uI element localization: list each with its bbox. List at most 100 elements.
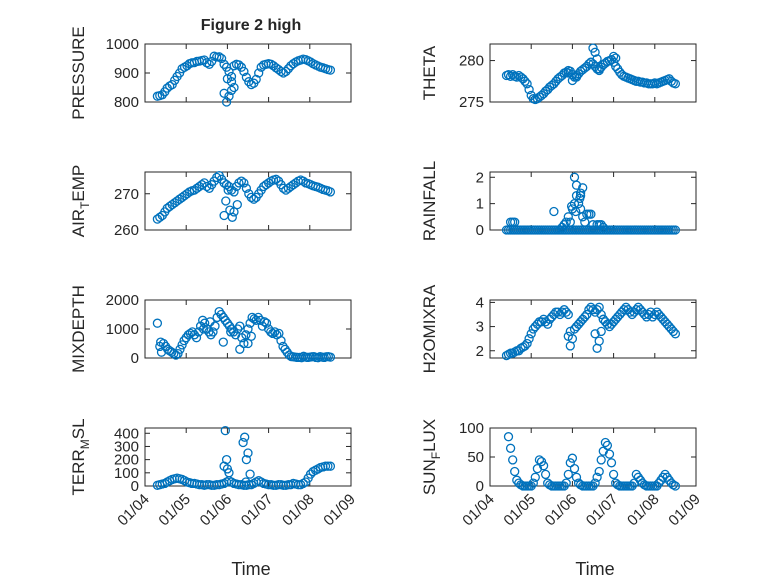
data-point — [602, 440, 613, 451]
y-tick-label: 50 — [467, 449, 484, 466]
y-axis-label: PRESSURE — [69, 26, 88, 120]
data-point — [563, 212, 573, 222]
data-point — [563, 309, 573, 320]
y-axis-label: AIRTEMP — [69, 165, 92, 238]
data-point — [152, 318, 163, 328]
data-point — [325, 65, 336, 75]
data-point — [588, 305, 598, 315]
subplot-5: 0 1000 2000 MIXDEPTH — [69, 285, 352, 373]
data-point — [668, 480, 678, 490]
data-point — [323, 461, 333, 471]
data-point — [571, 206, 581, 217]
data-point — [226, 327, 236, 337]
data-point — [524, 334, 534, 344]
data-point — [584, 59, 594, 69]
data-point — [524, 84, 534, 95]
y-tick-label: 0 — [131, 350, 139, 367]
y-tick-label: 400 — [114, 425, 139, 442]
data-point — [182, 189, 192, 199]
data-point — [530, 472, 540, 482]
data-point — [590, 47, 600, 57]
data-point — [625, 307, 635, 317]
data-point — [155, 341, 165, 352]
data-point — [261, 318, 272, 328]
data-point — [191, 333, 202, 343]
data-point — [575, 193, 585, 204]
data-point — [512, 72, 522, 82]
data-point — [157, 90, 167, 100]
y-tick-label: 100 — [459, 420, 484, 437]
data-point — [522, 338, 532, 349]
subplot-6: 2 3 4 H2OMIXRA — [420, 284, 697, 373]
y-axis-label: SUNFLUX — [420, 419, 443, 495]
data-point — [592, 54, 602, 64]
data-point — [563, 469, 573, 480]
y-tick-label: 200 — [114, 452, 139, 469]
data-point — [536, 317, 547, 327]
data-point — [235, 344, 245, 354]
data-point — [586, 209, 596, 219]
data-point — [226, 77, 237, 87]
data-point — [505, 443, 516, 453]
data-point — [251, 74, 261, 85]
data-point — [202, 181, 212, 192]
data-point — [220, 425, 230, 436]
data-points — [152, 306, 336, 363]
data-point — [254, 68, 264, 78]
data-point — [270, 327, 280, 337]
data-points — [152, 425, 336, 490]
data-point — [543, 319, 553, 329]
data-point — [241, 330, 251, 340]
data-point — [249, 194, 259, 204]
data-point — [608, 469, 619, 480]
data-point — [234, 178, 244, 188]
data-point — [235, 321, 245, 331]
data-point — [241, 72, 252, 82]
y-tick-label: 3 — [476, 319, 484, 336]
data-point — [243, 448, 253, 458]
y-tick-label: 260 — [114, 222, 139, 239]
data-point — [245, 469, 255, 479]
data-point — [224, 91, 234, 101]
data-point — [288, 59, 298, 69]
data-points — [152, 51, 336, 107]
data-point — [234, 60, 244, 70]
data-point — [561, 307, 571, 317]
data-point — [200, 318, 210, 328]
data-point — [243, 324, 253, 334]
y-tick-label: 4 — [476, 294, 484, 311]
data-point — [241, 454, 252, 465]
data-point — [212, 172, 222, 183]
data-point — [549, 206, 559, 217]
data-point — [590, 478, 600, 488]
data-point — [582, 309, 592, 320]
data-point — [503, 432, 514, 442]
data-point — [639, 309, 650, 320]
data-point — [575, 188, 586, 198]
subplot-3: 260 270 AIRTEMP — [69, 165, 352, 239]
data-point — [503, 349, 514, 360]
data-point — [240, 432, 250, 442]
data-point — [594, 466, 604, 477]
data-point — [604, 449, 615, 459]
data-point — [670, 225, 681, 235]
data-point — [538, 461, 549, 471]
data-point — [271, 174, 281, 184]
data-point — [606, 458, 617, 468]
data-point — [557, 307, 567, 317]
subplot-4: 0 1 2 RAINFALL — [420, 161, 697, 241]
data-point — [197, 180, 207, 190]
data-point — [569, 463, 580, 474]
y-tick-label: 0 — [476, 478, 484, 495]
y-tick-label: 2 — [476, 343, 484, 360]
y-tick-label: 2000 — [106, 292, 139, 309]
data-point — [594, 336, 604, 346]
data-point — [596, 455, 606, 465]
data-point — [177, 64, 187, 74]
data-point — [160, 478, 170, 489]
data-point — [256, 62, 266, 72]
data-point — [567, 453, 578, 463]
data-point — [221, 196, 231, 206]
